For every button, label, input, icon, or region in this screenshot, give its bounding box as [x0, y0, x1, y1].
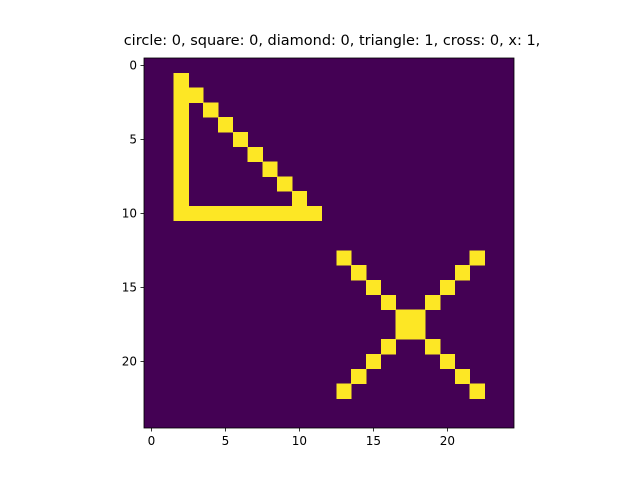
plot-area [143, 57, 515, 429]
heatmap-cell [232, 132, 248, 148]
heatmap-cell [188, 206, 204, 222]
chart-title: circle: 0, square: 0, diamond: 0, triang… [123, 33, 541, 49]
heatmap-cell [366, 280, 382, 296]
y-tick-label: 5 [129, 132, 137, 146]
y-axis: 0 5 10 15 20 [122, 58, 144, 368]
heatmap-cell [292, 206, 308, 222]
heatmap-cell [232, 206, 248, 222]
x-tick-label: 15 [366, 434, 381, 448]
heatmap-cell [440, 354, 456, 370]
heatmap-cell [173, 161, 189, 177]
y-tick-label: 15 [122, 280, 137, 294]
heatmap-cell [218, 206, 234, 222]
heatmap-cell [380, 294, 396, 310]
heatmap-cell [247, 146, 263, 162]
heatmap-cell [203, 102, 219, 118]
heatmap-cell [469, 250, 485, 266]
x-tick-label: 10 [292, 434, 307, 448]
heatmap-cell [173, 72, 189, 88]
heatmap-cell [262, 161, 278, 177]
heatmap-cell [188, 87, 204, 103]
heatmap-cell [366, 354, 382, 370]
x-axis: 0 5 10 15 20 [148, 428, 455, 448]
heatmap-cell [262, 206, 278, 222]
heatmap-cell [395, 324, 411, 340]
y-tick-label: 10 [122, 206, 137, 220]
heatmap-cell [203, 206, 219, 222]
heatmap-cell [173, 146, 189, 162]
heatmap-cell [351, 368, 367, 384]
heatmap-cell [469, 383, 485, 399]
heatmap-cell [292, 191, 308, 207]
heatmap-cell [336, 250, 352, 266]
heatmap-cell [380, 339, 396, 355]
heatmap-cell [425, 339, 441, 355]
heatmap-cell [277, 206, 293, 222]
heatmap-cell [306, 206, 322, 222]
heatmap-cell [425, 294, 441, 310]
heatmap-cell [410, 309, 426, 325]
heatmap-cell [173, 117, 189, 133]
heatmap-cell [173, 191, 189, 207]
heatmap-cell [173, 132, 189, 148]
heatmap-cell [173, 87, 189, 103]
plot-frame [143, 57, 515, 429]
heatmap-cell [173, 206, 189, 222]
x-tick-label: 5 [222, 434, 230, 448]
heatmap-cell [173, 176, 189, 192]
heatmap-cell [277, 176, 293, 192]
x-tick-label: 0 [148, 434, 156, 448]
heatmap-cell [454, 265, 470, 281]
heatmap-cell [454, 368, 470, 384]
heatmap-cell [173, 102, 189, 118]
x-tick-label: 20 [440, 434, 455, 448]
y-tick-label: 0 [129, 58, 137, 72]
heatmap-cell [336, 383, 352, 399]
heatmap-cell [410, 324, 426, 340]
y-tick-label: 20 [122, 354, 137, 368]
heatmap-cell [395, 309, 411, 325]
heatmap-cell [440, 280, 456, 296]
heatmap-cell [218, 117, 234, 133]
heatmap-cell [351, 265, 367, 281]
heatmap-cell [247, 206, 263, 222]
